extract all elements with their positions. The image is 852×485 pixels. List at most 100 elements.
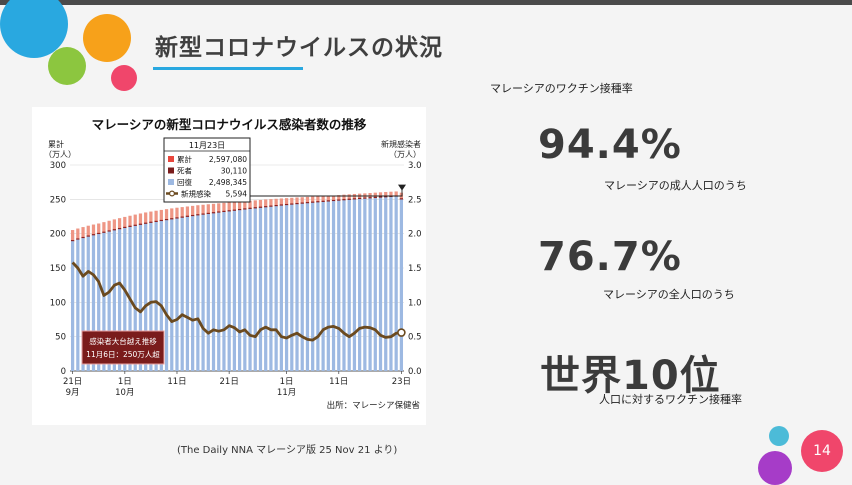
legend-item-label: 累計 <box>177 154 192 164</box>
legend-item-value: 2,597,080 <box>209 155 247 164</box>
bar-recovered-segment <box>133 225 137 371</box>
bar-deaths-segment <box>311 201 315 203</box>
page-number-badge: 14 <box>801 430 843 472</box>
bar-total-segment <box>112 219 116 231</box>
bar-deaths-segment <box>368 197 372 199</box>
annotation-box <box>81 330 165 365</box>
bar-deaths-segment <box>180 216 184 218</box>
bar-total-segment <box>138 213 143 225</box>
bar-deaths-segment <box>117 228 122 230</box>
stat-adult-rate: 94.4% <box>538 122 682 168</box>
bar-deaths-segment <box>284 203 289 206</box>
bar-deaths-segment <box>206 212 210 215</box>
bar-recovered-segment <box>389 196 393 371</box>
bar-deaths-segment <box>222 210 226 213</box>
bar-total-segment <box>342 194 346 201</box>
bar-deaths-segment <box>264 206 268 208</box>
bar-recovered-segment <box>211 213 216 371</box>
legend-swatch-marker <box>169 190 176 197</box>
bar-total-segment <box>326 195 330 202</box>
bar-recovered-segment <box>86 236 90 371</box>
bar-recovered-segment <box>305 203 310 371</box>
y-left-tick-label: 50 <box>55 333 66 343</box>
bar-total-segment <box>154 210 158 222</box>
bar-total-segment <box>352 193 357 200</box>
bar-total-segment <box>107 220 111 232</box>
y-right-tick-label: 0.5 <box>408 333 422 343</box>
bar-deaths-segment <box>373 196 377 199</box>
bar-total-segment <box>253 200 257 209</box>
bar-recovered-segment <box>206 214 210 371</box>
bar-total-segment <box>331 195 336 202</box>
bar-recovered-segment <box>378 197 383 371</box>
bar-total-segment <box>70 230 75 242</box>
bar-deaths-segment <box>175 217 179 219</box>
bar-total-segment <box>133 214 137 226</box>
bar-deaths-segment <box>358 197 362 200</box>
bar-deaths-segment <box>232 209 237 212</box>
bar-deaths-segment <box>196 214 200 216</box>
bar-deaths-segment <box>331 199 336 202</box>
legend-swatch <box>168 167 174 174</box>
bar-recovered-segment <box>107 231 111 371</box>
bar-deaths-segment <box>253 207 257 209</box>
bar-recovered-segment <box>217 212 221 371</box>
decor-circle-cyan <box>769 426 789 446</box>
bar-deaths-segment <box>138 223 143 226</box>
bar-recovered-segment <box>363 198 367 371</box>
bar-total-segment <box>389 191 393 197</box>
bar-total-segment <box>373 192 377 199</box>
bar-recovered-segment <box>97 234 101 371</box>
y-right-tick-label: 3.0 <box>408 161 422 171</box>
bar-deaths-segment <box>211 212 216 214</box>
legend-date: 11月23日 <box>189 141 225 150</box>
legend-box <box>163 137 251 203</box>
bar-recovered-segment <box>331 201 336 371</box>
bar-deaths-segment <box>384 196 388 198</box>
legend-swatch <box>168 179 174 185</box>
bar-recovered-segment <box>81 238 85 371</box>
stat-adult-caption: マレーシアの成人人口のうち <box>604 179 747 192</box>
chart-title: マレーシアの新型コロナウイルス感染者数の推移 <box>92 117 367 132</box>
bar-total-segment <box>86 225 90 237</box>
bar-total-segment <box>264 199 268 208</box>
bar-total-segment <box>384 191 388 198</box>
stat-total-rate: 76.7% <box>538 234 682 280</box>
bar-total-segment <box>227 202 231 212</box>
bar-total-segment <box>180 207 184 218</box>
bar-recovered-segment <box>295 204 299 371</box>
bar-deaths-segment <box>352 198 357 200</box>
y-right-tick-label: 2.0 <box>408 230 422 240</box>
bar-deaths-segment <box>102 231 106 234</box>
bar-deaths-segment <box>201 213 205 215</box>
bar-recovered-segment <box>258 207 263 371</box>
x-tick-label: 21日 <box>63 377 82 387</box>
bar-total-segment <box>378 192 383 198</box>
legend-pointer-line <box>250 188 403 197</box>
bar-total-segment <box>185 206 190 217</box>
bar-total-segment <box>321 196 325 202</box>
bar-recovered-segment <box>70 241 75 371</box>
bar-recovered-segment <box>394 196 398 371</box>
bar-deaths-segment <box>363 197 367 199</box>
decor-circle-pink <box>111 65 137 91</box>
bar-deaths-segment <box>217 211 221 213</box>
bar-recovered-segment <box>347 199 351 371</box>
bar-total-segment <box>284 198 289 206</box>
bar-deaths-segment <box>107 230 111 232</box>
bar-recovered-segment <box>91 235 96 371</box>
bar-total-segment <box>394 191 398 197</box>
title-underline <box>153 67 303 70</box>
bar-total-segment <box>237 201 242 211</box>
bar-deaths-segment <box>123 226 127 229</box>
bar-deaths-segment <box>305 202 310 204</box>
chart-svg: マレーシアの新型コロナウイルス感染者数の推移累計（万人）新規感染者（万人）050… <box>44 117 422 411</box>
bar-recovered-segment <box>191 216 195 371</box>
bar-deaths-segment <box>112 229 116 231</box>
bar-deaths-segment <box>185 215 190 218</box>
bar-recovered-segment <box>368 198 372 371</box>
bar-deaths-segment <box>91 234 96 236</box>
line-new-cases-endpoint <box>397 328 406 337</box>
bar-recovered-segment <box>76 239 80 371</box>
decor-circle-purple <box>758 451 792 485</box>
